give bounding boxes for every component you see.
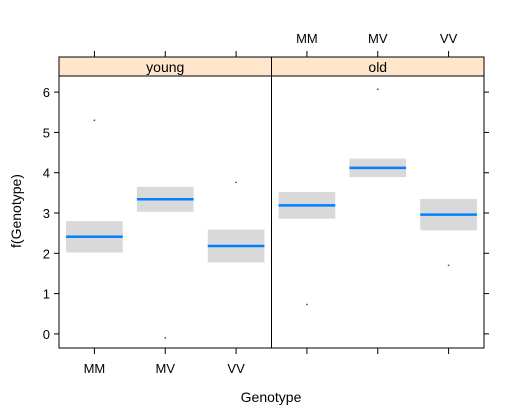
y-tick-label: 2 bbox=[43, 246, 50, 261]
data-point-young-MM bbox=[93, 119, 96, 122]
y-tick-label: 3 bbox=[43, 206, 50, 221]
strip-label-young: young bbox=[146, 59, 184, 75]
y-tick-label: 4 bbox=[43, 166, 50, 181]
x-tick-label-top: MM bbox=[296, 31, 318, 46]
x-tick-label-top: MV bbox=[368, 31, 388, 46]
panel-old: old bbox=[271, 56, 485, 349]
y-axis-title: f(Genotype) bbox=[8, 174, 24, 248]
panels-layer: young old bbox=[58, 56, 485, 349]
x-tick-label-bottom: MV bbox=[156, 361, 176, 376]
x-axis-title: Genotype bbox=[241, 389, 302, 405]
panel-young: young bbox=[58, 56, 272, 349]
x-tick-label-bottom: MM bbox=[84, 361, 106, 376]
data-point-young-VV bbox=[235, 181, 237, 184]
axis-layer: 0 1 2 3 4 5 6 MM MV VV MM MV VV bbox=[43, 31, 489, 376]
y-tick-label: 5 bbox=[43, 125, 50, 140]
strip-label-old: old bbox=[368, 59, 387, 75]
y-tick-label: 1 bbox=[43, 287, 50, 302]
data-point-old-MM bbox=[306, 303, 308, 306]
data-point-young-MV bbox=[164, 337, 167, 339]
y-tick-label: 6 bbox=[43, 85, 50, 100]
data-point-old-VV bbox=[447, 264, 450, 267]
x-tick-label-bottom: VV bbox=[227, 361, 245, 376]
panel-border-young bbox=[58, 75, 272, 349]
y-tick-label: 0 bbox=[43, 327, 50, 342]
x-tick-label-top: VV bbox=[440, 31, 458, 46]
data-point-old-MV bbox=[376, 88, 379, 91]
